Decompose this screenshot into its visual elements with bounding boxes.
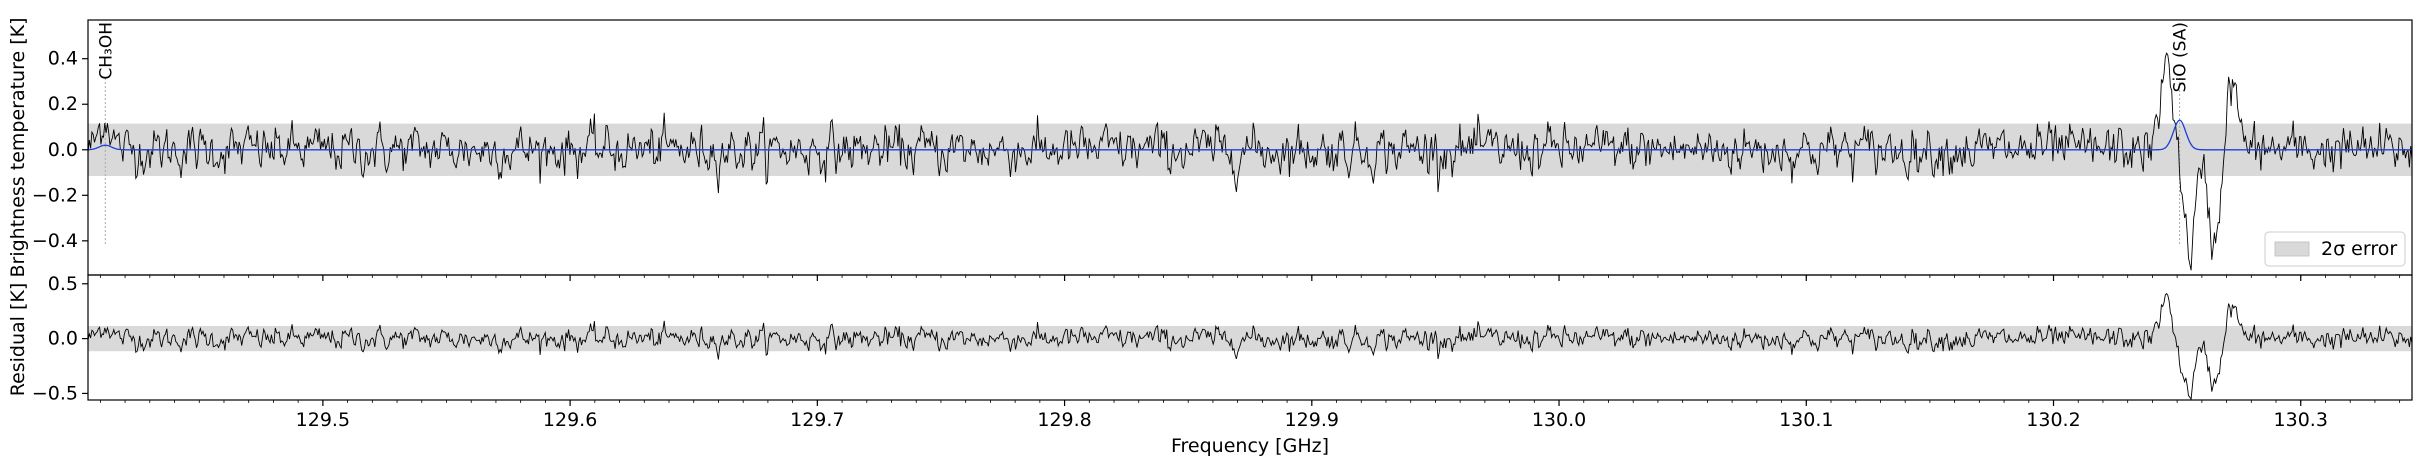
x-tick-label: 130.1	[1779, 409, 1833, 431]
plot-area	[88, 292, 2412, 400]
y-axis-title: Residual [K]	[7, 283, 29, 397]
plot-root: CH₃OH SiO (SA) −0.4 −0.2 0.0 0.2 0.4 Brightness…	[7, 18, 2413, 457]
legend-box	[2264, 231, 2406, 267]
y-tick-label: 0.0	[48, 139, 78, 161]
y-tick-label: 0.4	[48, 48, 78, 70]
x-tick-label: 129.8	[1037, 409, 1091, 431]
x-tick-label: 130.3	[2274, 409, 2328, 431]
y-axis-title: Brightness temperature [K]	[7, 18, 29, 278]
y-tick-label: −0.5	[32, 382, 78, 404]
x-tick-label: 129.9	[1285, 409, 1339, 431]
legend-entry: 2σ error	[2321, 238, 2397, 260]
panel-spectrum: CH₃OH SiO (SA) −0.4 −0.2 0.0 0.2 0.4 Brightness…	[7, 18, 2413, 281]
y-tick-label: 0.0	[48, 328, 78, 350]
x-tick-label: 130.0	[1532, 409, 1586, 431]
residual-line	[88, 292, 2412, 400]
y-tick-label: −0.4	[32, 230, 78, 252]
y-tick-label: 0.5	[48, 273, 78, 295]
y-tick-label: −0.2	[32, 184, 78, 206]
panel-residual: −0.5 0.0 0.5 129.5 129.6 129.7 129.8 129.9 130.0…	[7, 273, 2413, 431]
model-line	[88, 119, 2412, 151]
legend: 2σ error	[2264, 231, 2406, 267]
legend-swatch	[2274, 241, 2310, 257]
panel-frame	[87, 274, 2413, 401]
line-label: CH₃OH	[96, 22, 116, 80]
x-tick-label: 129.7	[790, 409, 844, 431]
y-tick-label: 0.2	[48, 93, 78, 115]
x-axis-title: Frequency [GHz]	[1171, 435, 1329, 457]
line-label: SiO (SA)	[2171, 22, 2191, 92]
plot-area	[88, 52, 2412, 271]
x-tick-label: 130.2	[2026, 409, 2080, 431]
x-tick-label: 129.5	[296, 409, 350, 431]
x-tick-label: 129.6	[543, 409, 597, 431]
